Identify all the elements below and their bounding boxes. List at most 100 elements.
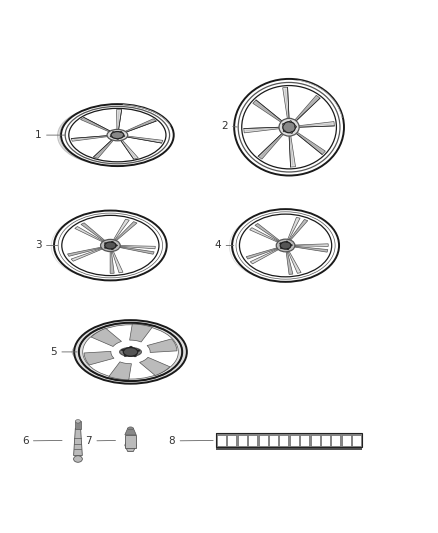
Ellipse shape [279,243,282,244]
Polygon shape [71,135,109,141]
Ellipse shape [234,79,344,175]
Polygon shape [289,135,296,167]
Ellipse shape [123,135,125,136]
Ellipse shape [116,245,118,246]
Polygon shape [286,251,293,274]
Ellipse shape [120,348,141,356]
Ellipse shape [61,104,174,166]
Ellipse shape [130,346,132,348]
Ellipse shape [107,130,128,141]
Bar [269,435,278,446]
Polygon shape [288,251,301,273]
Polygon shape [298,122,334,127]
Polygon shape [283,87,289,119]
Ellipse shape [62,215,159,276]
Ellipse shape [101,239,120,252]
Ellipse shape [112,132,114,133]
Polygon shape [110,251,114,273]
Ellipse shape [65,107,170,164]
Polygon shape [294,95,320,122]
Polygon shape [147,339,177,352]
Polygon shape [250,248,279,264]
Ellipse shape [276,239,295,252]
Ellipse shape [83,325,178,379]
Ellipse shape [69,108,166,162]
Polygon shape [255,223,281,242]
Ellipse shape [111,248,113,250]
Ellipse shape [280,247,282,249]
Polygon shape [289,220,308,241]
Ellipse shape [240,214,332,277]
Polygon shape [130,324,152,342]
Polygon shape [126,136,163,143]
Bar [125,435,136,448]
Polygon shape [81,223,106,241]
Text: 5: 5 [50,347,57,357]
Polygon shape [120,140,138,159]
Ellipse shape [120,132,122,133]
Polygon shape [119,246,155,249]
Ellipse shape [134,356,136,357]
Ellipse shape [242,86,336,169]
Polygon shape [71,248,104,261]
Ellipse shape [111,241,113,243]
Polygon shape [244,127,280,133]
Bar [279,435,288,446]
Polygon shape [293,246,328,252]
Bar [258,435,268,446]
Ellipse shape [123,348,138,356]
Bar [216,433,363,450]
Polygon shape [250,228,279,243]
Polygon shape [124,119,156,132]
Bar [238,435,247,446]
Polygon shape [246,247,279,259]
Bar [342,435,351,446]
Text: 2: 2 [221,122,228,131]
Bar [216,433,363,447]
Text: 6: 6 [22,436,28,446]
Polygon shape [75,227,104,243]
Ellipse shape [283,123,284,125]
Ellipse shape [58,213,162,278]
Ellipse shape [295,126,297,127]
Polygon shape [81,117,111,132]
Ellipse shape [238,83,340,172]
Polygon shape [125,429,136,435]
Ellipse shape [75,419,81,423]
Ellipse shape [279,118,299,136]
Ellipse shape [74,320,187,384]
Polygon shape [113,219,129,241]
Text: 8: 8 [169,436,175,446]
Polygon shape [74,429,82,456]
Bar [290,435,299,446]
Text: 3: 3 [35,240,42,251]
Polygon shape [67,247,103,256]
Text: 7: 7 [85,436,92,446]
Bar [217,435,226,446]
Ellipse shape [280,242,291,249]
Ellipse shape [290,245,293,246]
Polygon shape [258,133,284,159]
Bar [311,435,320,446]
Ellipse shape [124,355,127,357]
Polygon shape [114,222,137,241]
Bar [352,435,361,446]
Ellipse shape [128,427,133,430]
Ellipse shape [110,136,112,137]
Ellipse shape [290,120,292,123]
Polygon shape [296,132,325,155]
Polygon shape [91,328,121,346]
Ellipse shape [74,456,82,462]
Ellipse shape [232,209,339,282]
Bar [331,435,340,446]
Polygon shape [93,140,114,158]
Text: 4: 4 [215,240,221,251]
Ellipse shape [121,349,124,351]
Bar [248,435,257,446]
Ellipse shape [79,323,182,381]
Ellipse shape [283,130,285,132]
Polygon shape [287,217,300,240]
Polygon shape [112,251,123,273]
Polygon shape [117,109,122,130]
Ellipse shape [104,243,106,244]
